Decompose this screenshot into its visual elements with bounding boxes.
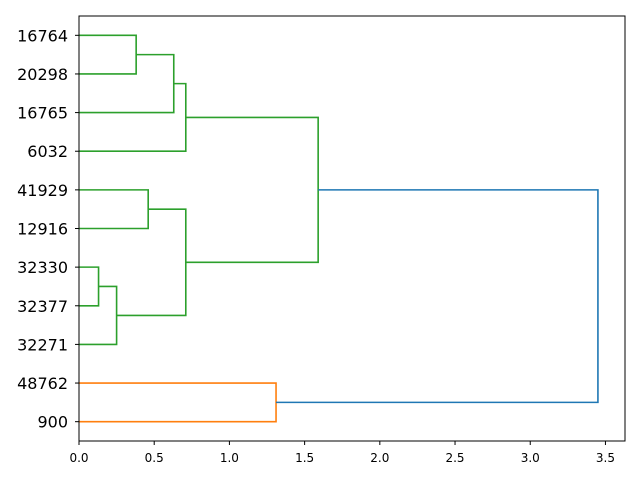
merge-link-6 — [116, 208, 187, 317]
merge-link-8 — [79, 382, 277, 423]
x-tick-label: 2.5 — [445, 451, 464, 465]
merge-link-3 — [79, 189, 149, 230]
x-axis: 0.0 0.5 1.0 1.5 2.0 2.5 3.0 3.5 — [69, 441, 615, 465]
leaf-labels: 16764 20298 16765 6032 41929 12916 32330 32377 3… — [17, 26, 79, 432]
x-tick-label: 2.0 — [370, 451, 389, 465]
leaf-label-32271: 32271 — [17, 335, 68, 354]
leaf-label-32330: 32330 — [17, 258, 68, 277]
merge-link-2 — [79, 82, 187, 153]
merge-link-5 — [79, 285, 118, 346]
x-tick-label: 3.0 — [521, 451, 540, 465]
leaf-label-900: 900 — [37, 413, 68, 432]
leaf-label-6032: 6032 — [27, 142, 68, 161]
merge-link-0 — [79, 34, 137, 75]
leaf-label-48762: 48762 — [17, 374, 68, 393]
merge-link-9 — [276, 189, 599, 404]
merge-link-4 — [79, 266, 100, 307]
x-tick-label: 0.0 — [69, 451, 88, 465]
leaf-label-16765: 16765 — [17, 104, 68, 123]
merge-link-1 — [79, 53, 175, 114]
dendrogram-links — [79, 34, 599, 423]
leaf-label-12916: 12916 — [17, 220, 68, 239]
leaf-label-16764: 16764 — [17, 26, 68, 45]
plot-background — [79, 16, 625, 441]
x-tick-label: 0.5 — [145, 451, 164, 465]
x-tick-label: 1.5 — [295, 451, 314, 465]
leaf-label-20298: 20298 — [17, 65, 68, 84]
x-tick-label: 3.5 — [596, 451, 615, 465]
leaf-label-41929: 41929 — [17, 181, 68, 200]
x-tick-label: 1.0 — [220, 451, 239, 465]
leaf-label-32377: 32377 — [17, 297, 68, 316]
